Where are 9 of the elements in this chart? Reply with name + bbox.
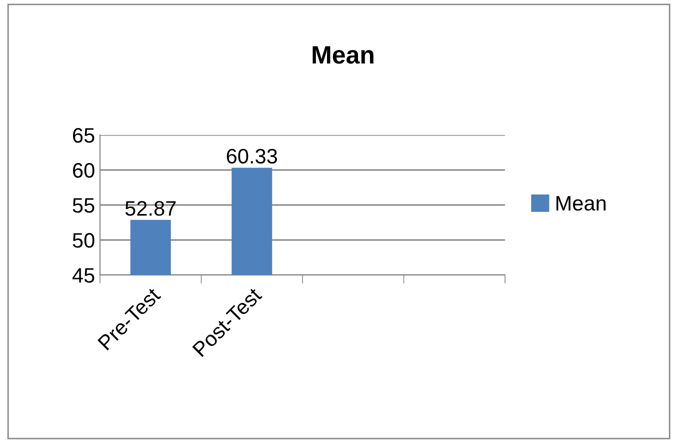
y-tick-label: 60	[73, 163, 94, 178]
y-tick-label: 55	[72, 198, 94, 213]
data-label: 60.33	[226, 148, 278, 164]
y-tick-label: 50	[72, 233, 94, 248]
y-tick-label: 45	[72, 268, 94, 283]
y-tick-label: 65	[73, 128, 94, 143]
chart-title: Mean	[312, 46, 374, 64]
data-label: 52.87	[125, 201, 176, 216]
legend-label: Mean	[556, 196, 606, 211]
